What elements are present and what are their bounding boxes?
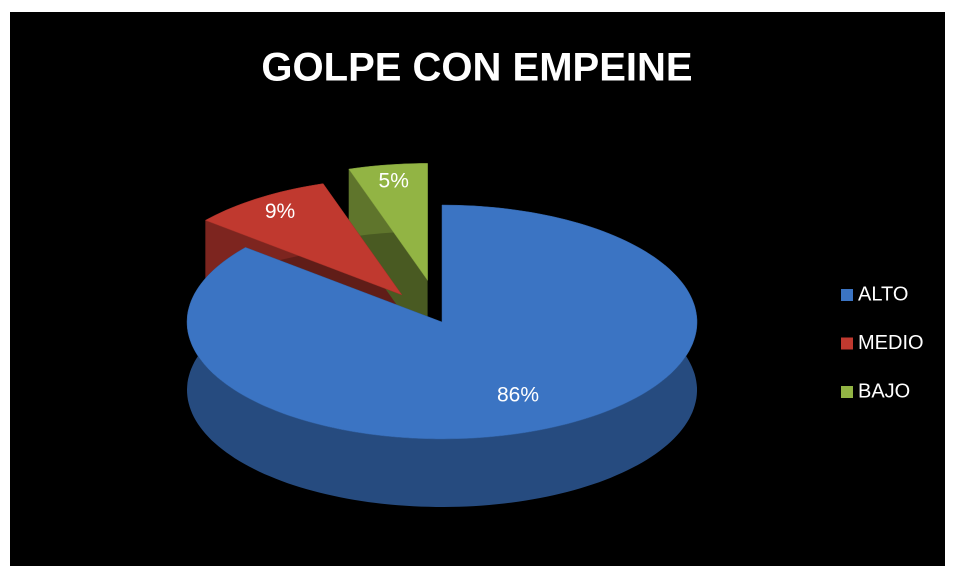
pie-slice [204,183,403,296]
pie-slice [348,163,428,282]
legend-label: BAJO [858,380,910,402]
legend-swatch [841,337,853,350]
chart-title: GOLPE CON EMPEINE [261,46,692,90]
pie-slice [186,204,698,440]
legend-swatch [841,386,853,398]
pie-tops [186,163,698,440]
data-label: 9% [265,200,295,223]
data-label: 86% [497,384,539,407]
data-label: 5% [379,170,409,193]
legend-label: ALTO [858,283,908,305]
legend-swatch [841,289,853,301]
legend-label: MEDIO [858,332,924,354]
